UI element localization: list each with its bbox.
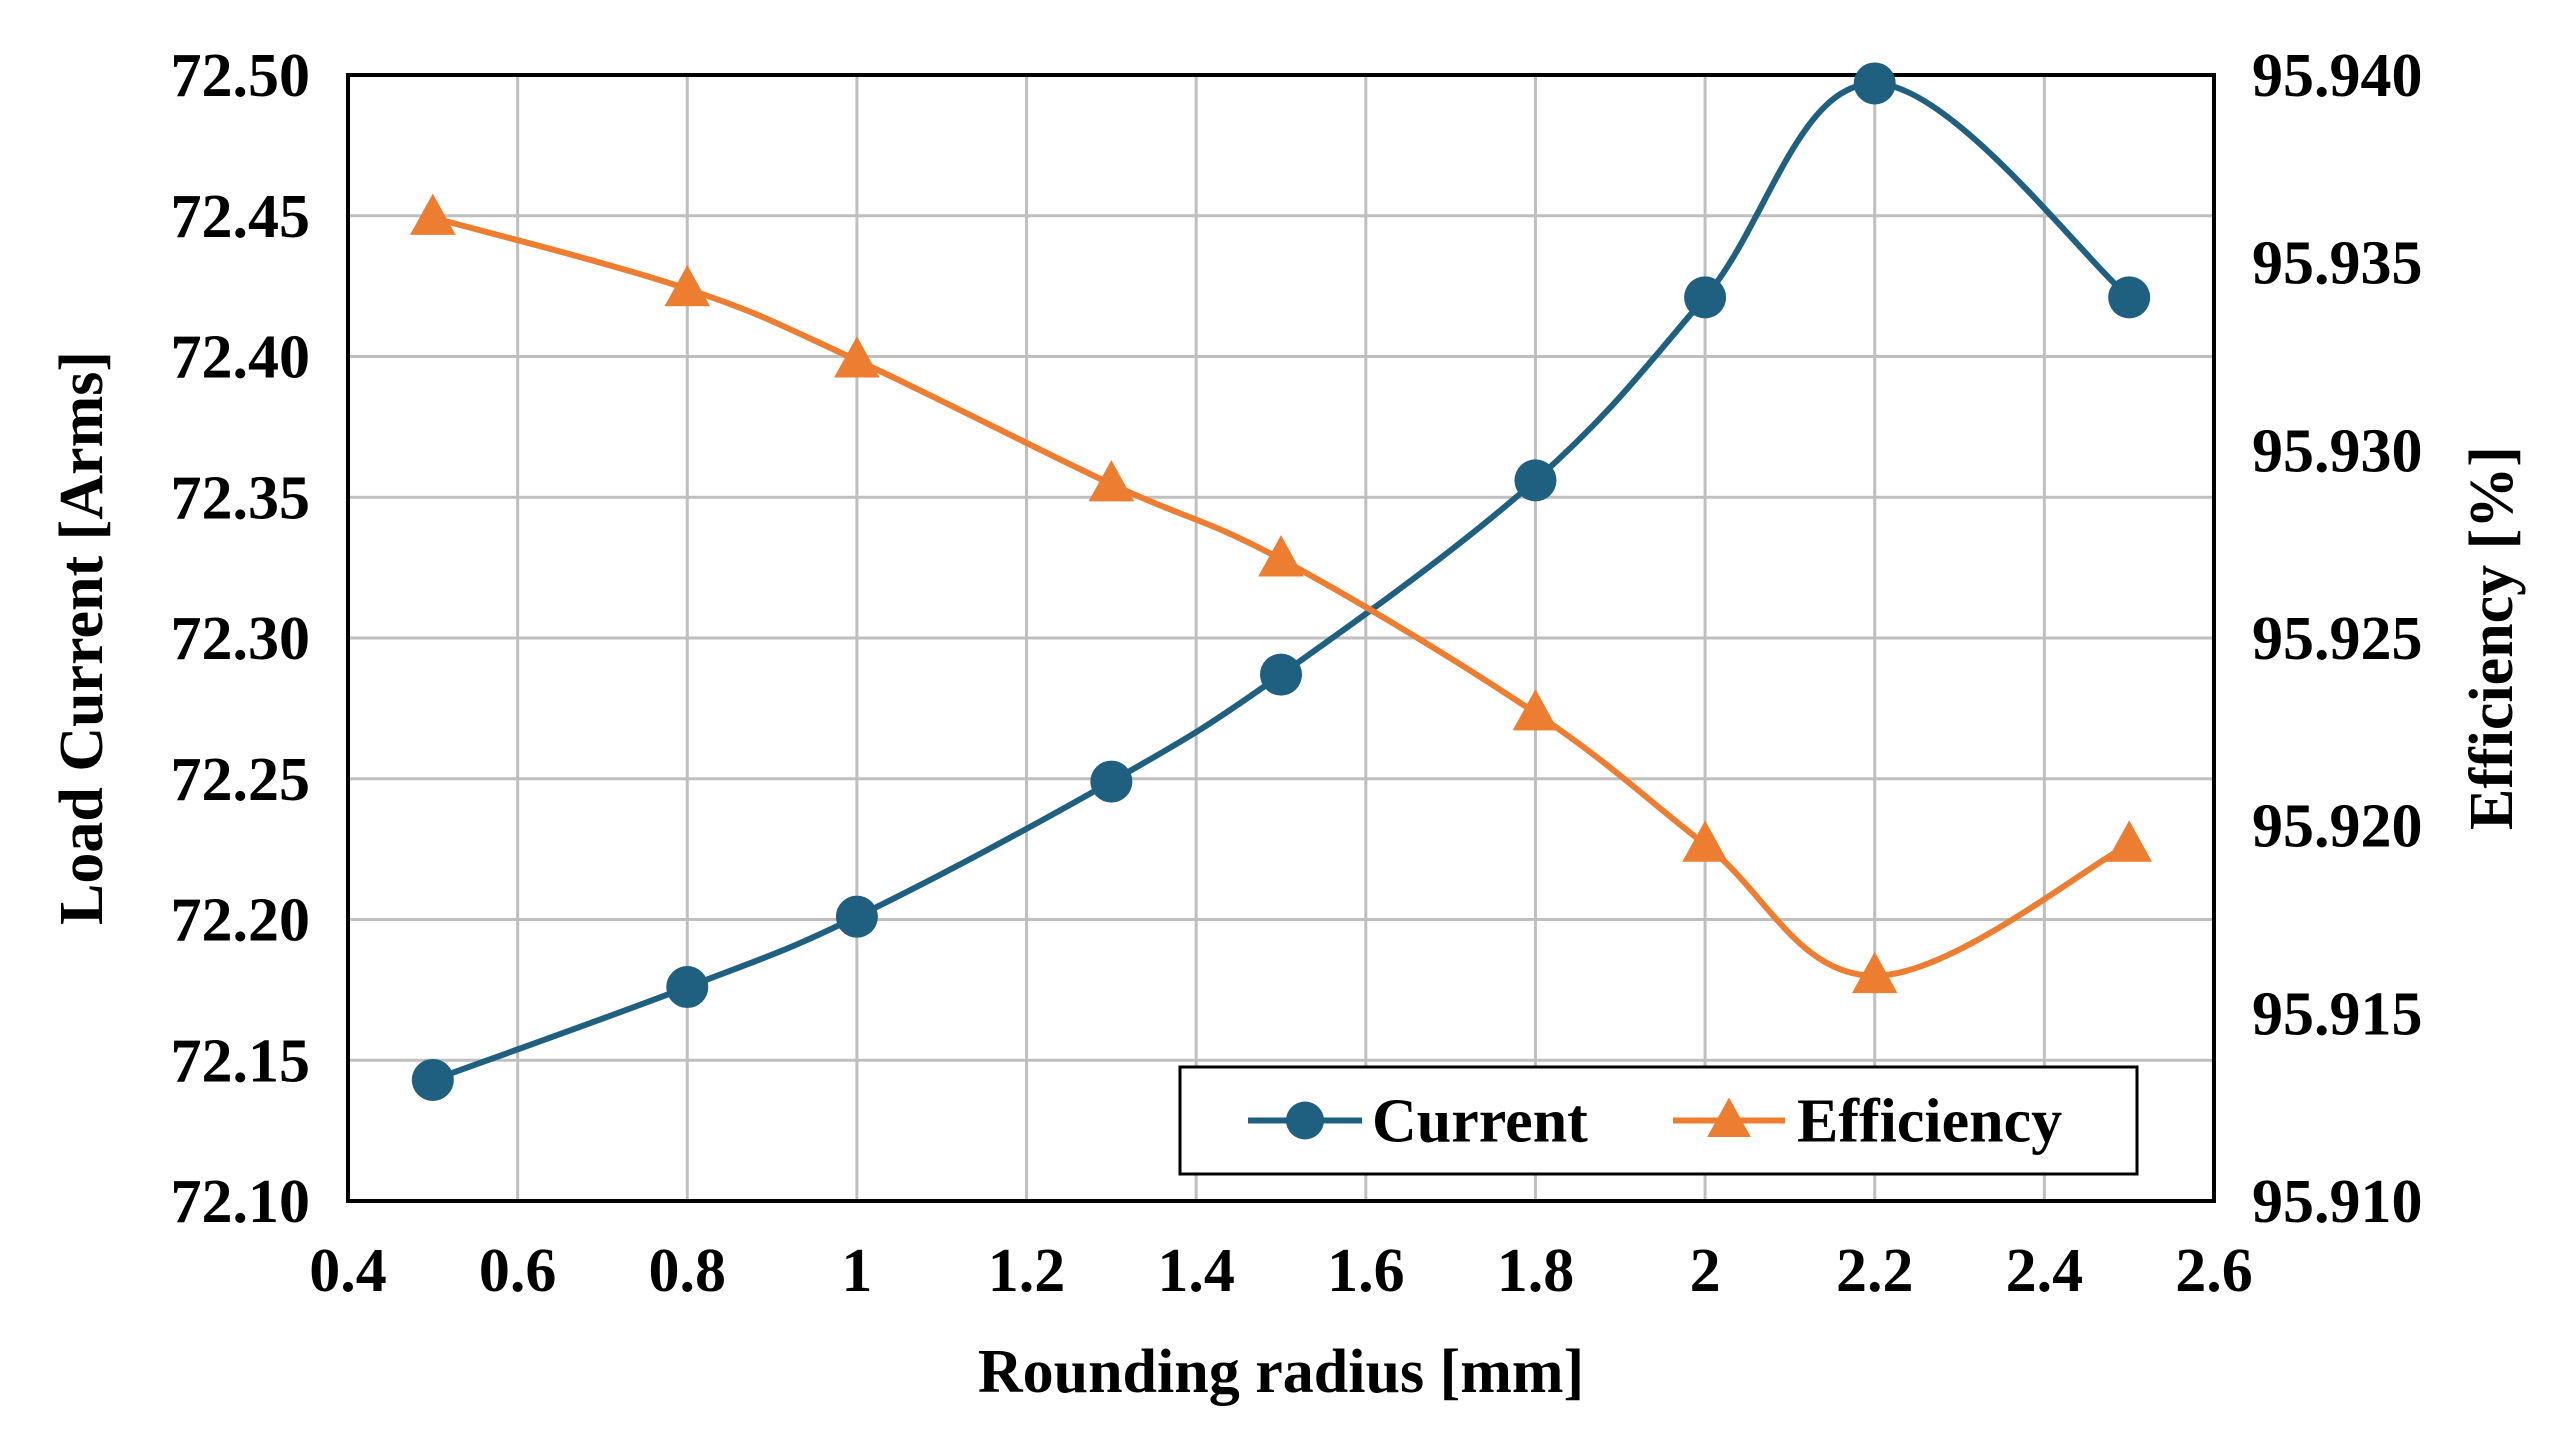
- legend: Current Efficiency: [1178, 1065, 2139, 1176]
- series-layer: [410, 62, 2152, 1101]
- efficiency-data-point: [1682, 820, 1728, 862]
- tick-labels: 0.4 0.6 0.8 1 1.2 1.4 1.6 1.8 2 2.2 2.4 2.6 72.10 72.…: [171, 42, 2423, 1305]
- x-axis-title: Rounding radius [mm]: [978, 1338, 1584, 1406]
- efficiency-data-point: [1512, 689, 1559, 731]
- y-tick-label: 72.20: [171, 887, 311, 955]
- current-data-point: [1090, 760, 1133, 803]
- efficiency-series-line: [432, 214, 2131, 979]
- x-tick-label: 2.4: [2006, 1237, 2084, 1305]
- x-tick-label: 0.4: [309, 1237, 387, 1305]
- y2-tick-label: 95.930: [2252, 417, 2423, 485]
- efficiency-data-point: [1088, 460, 1135, 502]
- x-tick-label: 1.4: [1157, 1237, 1235, 1305]
- legend-current-label: Current: [1372, 1088, 1588, 1156]
- current-data-point: [2108, 276, 2151, 319]
- y2-tick-label: 95.920: [2252, 793, 2423, 861]
- plot-area-border: [346, 73, 2216, 1203]
- y-tick-label: 72.30: [171, 605, 311, 673]
- efficiency-data-point: [664, 264, 711, 307]
- current-data-point: [1260, 653, 1302, 696]
- y-tick-label: 72.35: [171, 464, 311, 532]
- x-tick-label: 2: [1690, 1237, 1721, 1305]
- x-tick-label: 0.6: [479, 1237, 557, 1305]
- current-data-point: [835, 895, 878, 938]
- y2-tick-label: 95.935: [2252, 230, 2423, 298]
- x-tick-label: 2.6: [2175, 1237, 2253, 1305]
- x-tick-label: 2.2: [1836, 1237, 1914, 1305]
- y2-tick-label: 95.940: [2252, 42, 2423, 110]
- current-data-point: [1514, 459, 1557, 502]
- efficiency-data-point: [410, 193, 456, 235]
- current-data-point: [1853, 62, 1896, 105]
- y-tick-label: 72.50: [171, 42, 311, 110]
- current-series-line: [431, 80, 2132, 1083]
- legend-efficiency-label: Efficiency: [1797, 1088, 2062, 1156]
- efficiency-data-point: [2106, 820, 2152, 862]
- y2-tick-label: 95.915: [2252, 980, 2423, 1048]
- current-data-point: [411, 1058, 454, 1101]
- y-axis-title: Load Current [Arms]: [48, 351, 116, 925]
- y2-tick-label: 95.925: [2252, 605, 2423, 673]
- y-tick-label: 72.45: [171, 183, 311, 251]
- x-tick-label: 0.8: [649, 1237, 727, 1305]
- y-tick-label: 72.25: [171, 746, 311, 814]
- y-tick-label: 72.10: [171, 1168, 311, 1236]
- efficiency-data-point: [1851, 951, 1898, 994]
- y2-tick-label: 95.910: [2252, 1168, 2423, 1236]
- y2-axis-title: Efficiency [%]: [2458, 446, 2526, 830]
- x-tick-label: 1.6: [1327, 1237, 1405, 1305]
- x-tick-label: 1: [841, 1237, 872, 1305]
- legend-efficiency-marker: [1707, 1097, 1751, 1138]
- gridlines: [348, 75, 2214, 1201]
- legend-current-marker: [1286, 1101, 1324, 1140]
- x-tick-label: 1.8: [1497, 1237, 1575, 1305]
- y-tick-label: 72.15: [171, 1027, 311, 1095]
- current-data-point: [666, 966, 709, 1009]
- efficiency-data-point: [1258, 535, 1304, 577]
- efficiency-data-point: [834, 336, 880, 378]
- y-tick-label: 72.40: [171, 324, 311, 392]
- current-data-point: [1684, 276, 1727, 319]
- x-tick-label: 1.2: [988, 1237, 1066, 1305]
